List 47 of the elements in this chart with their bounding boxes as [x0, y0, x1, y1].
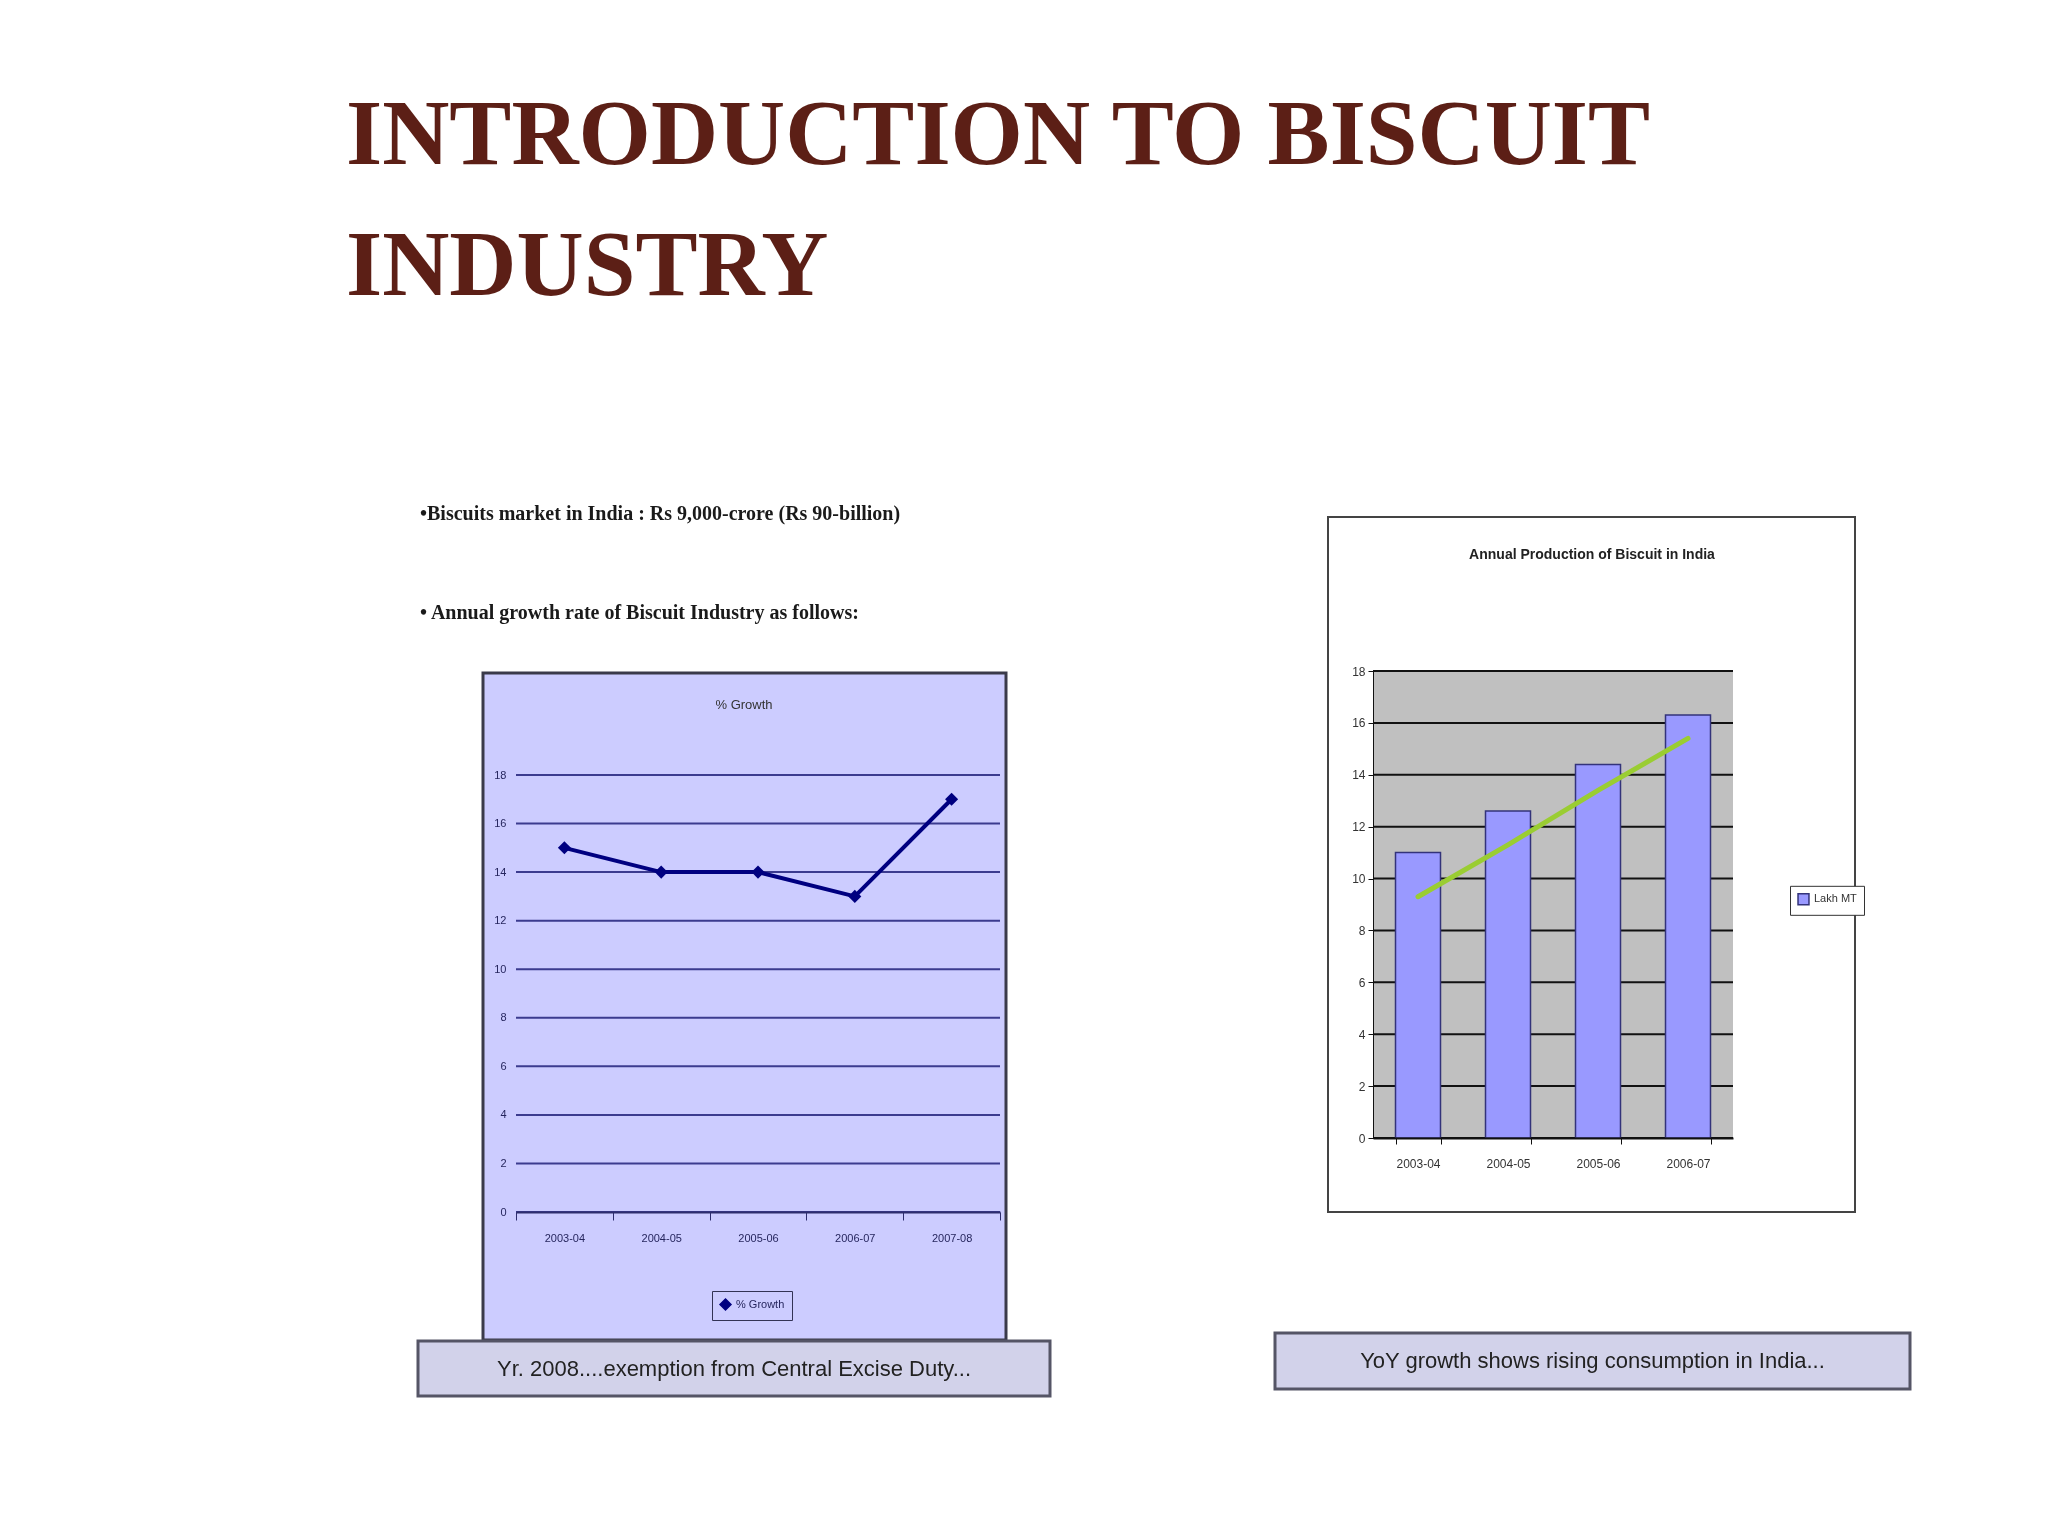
- y-tick-label: 10: [494, 962, 507, 975]
- y-tick-label: 12: [494, 914, 507, 927]
- x-tick-label: 2004-05: [641, 1231, 682, 1244]
- y-tick-label: 14: [494, 865, 507, 878]
- y-tick-label: 18: [1352, 664, 1366, 679]
- bar: [1664, 714, 1712, 1139]
- x-tick-label: 2003-04: [544, 1231, 586, 1244]
- y-tick-label: 6: [1358, 975, 1366, 990]
- y-tick-label: 2: [1358, 1079, 1366, 1094]
- point: [557, 841, 571, 855]
- bar: [1394, 851, 1442, 1139]
- text: • Annual growth rate of Biscuit Industry as follows:: [420, 601, 859, 624]
- x-tick-label: 2007-08: [931, 1231, 973, 1244]
- text: YoY growth shows rising consumption in India...: [1360, 1348, 1825, 1373]
- point: [848, 889, 862, 903]
- y-tick-label: 8: [500, 1011, 507, 1024]
- y-tick-label: 4: [1358, 1027, 1366, 1042]
- bar: [1574, 763, 1622, 1139]
- text: Yr. 2008....exemption from Central Excise Duty...: [496, 1355, 972, 1381]
- x-tick-label: 2003-04: [1396, 1156, 1441, 1171]
- y-tick-label: 10: [1352, 872, 1366, 887]
- bar: [1484, 810, 1532, 1139]
- y-tick-label: 6: [500, 1059, 507, 1072]
- x-tick-label: 2005-06: [738, 1231, 779, 1244]
- point: [654, 865, 668, 879]
- x-tick-label: 2006-07: [1666, 1156, 1711, 1171]
- point: [945, 792, 959, 806]
- text: INTRODUCTION TO BISCUIT INDUSTRY: [346, 81, 1651, 315]
- x-tick-label: 2005-06: [1576, 1156, 1621, 1171]
- y-tick-label: 14: [1352, 768, 1366, 783]
- x-tick-label: 2004-05: [1486, 1156, 1531, 1171]
- y-tick-label: 4: [500, 1108, 507, 1121]
- y-tick-label: 16: [1352, 716, 1366, 731]
- y-tick-label: 12: [1352, 820, 1366, 835]
- point: [751, 865, 765, 879]
- y-tick-label: 18: [494, 768, 507, 781]
- y-tick-label: 0: [500, 1205, 507, 1218]
- chart-title: % Growth: [715, 696, 773, 712]
- y-tick-label: 0: [1358, 1131, 1366, 1146]
- y-tick-label: 2: [500, 1156, 507, 1169]
- text: •Biscuits market in India : Rs 9,000-crore (Rs 90-billion): [420, 502, 901, 525]
- legend-label: % Growth: [736, 1297, 785, 1310]
- y-tick-label: 8: [1358, 923, 1366, 938]
- legend-label: Lakh MT: [1814, 892, 1858, 905]
- x-tick-label: 2006-07: [835, 1231, 876, 1244]
- y-tick-label: 16: [494, 817, 507, 830]
- chart-title: Annual Production of Biscuit in India: [1469, 546, 1716, 562]
